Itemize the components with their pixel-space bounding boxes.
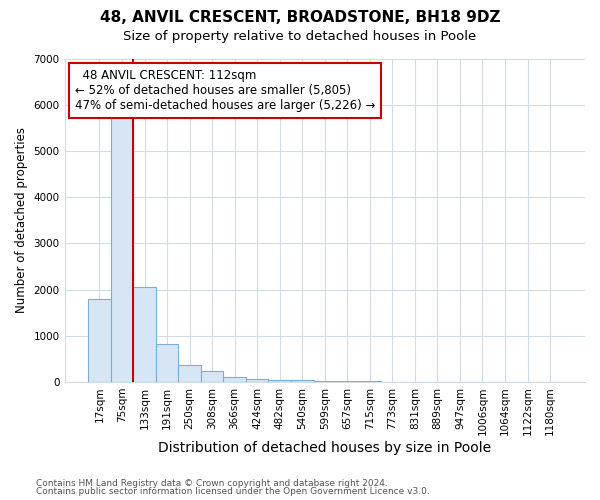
X-axis label: Distribution of detached houses by size in Poole: Distribution of detached houses by size … — [158, 441, 491, 455]
Bar — [336, 381, 359, 382]
Bar — [88, 299, 111, 382]
Text: Contains HM Land Registry data © Crown copyright and database right 2024.: Contains HM Land Registry data © Crown c… — [36, 478, 388, 488]
Y-axis label: Number of detached properties: Number of detached properties — [15, 128, 28, 314]
Text: Contains public sector information licensed under the Open Government Licence v3: Contains public sector information licen… — [36, 487, 430, 496]
Bar — [156, 344, 178, 382]
Bar — [223, 377, 246, 382]
Bar — [111, 116, 133, 382]
Bar — [246, 379, 268, 382]
Text: 48, ANVIL CRESCENT, BROADSTONE, BH18 9DZ: 48, ANVIL CRESCENT, BROADSTONE, BH18 9DZ — [100, 10, 500, 25]
Text: Size of property relative to detached houses in Poole: Size of property relative to detached ho… — [124, 30, 476, 43]
Bar — [133, 288, 156, 382]
Bar — [201, 371, 223, 382]
Bar — [314, 381, 336, 382]
Bar — [291, 380, 314, 382]
Bar — [178, 365, 201, 382]
Text: 48 ANVIL CRESCENT: 112sqm  
← 52% of detached houses are smaller (5,805)
47% of : 48 ANVIL CRESCENT: 112sqm ← 52% of detac… — [75, 68, 376, 112]
Bar — [268, 380, 291, 382]
